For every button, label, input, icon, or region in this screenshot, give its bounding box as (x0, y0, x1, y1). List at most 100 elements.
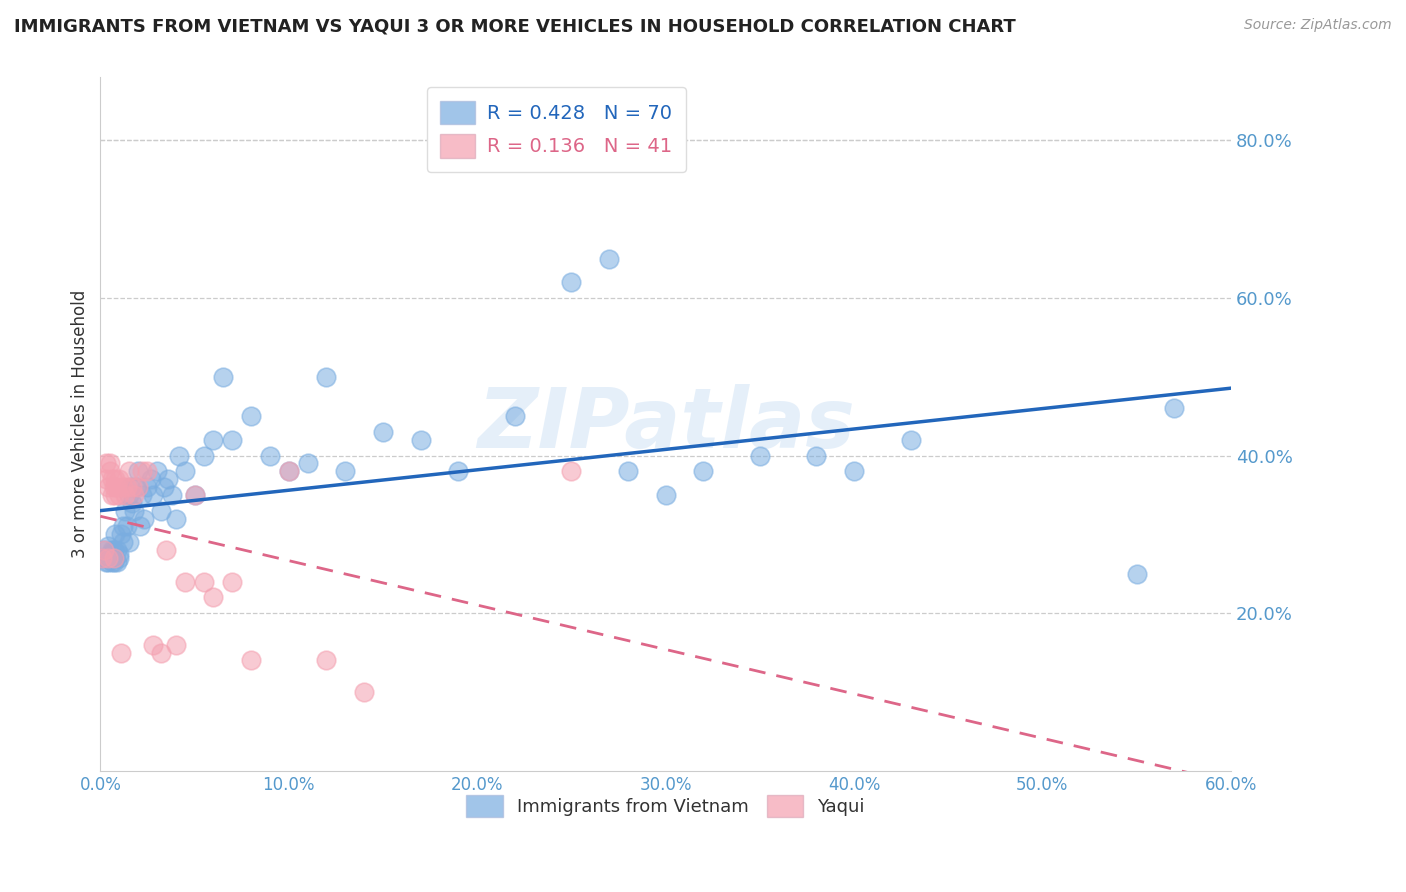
Point (105, 555, 128, 569)
Point (122, 488, 145, 502)
Point (371, 425, 394, 439)
Point (104, 551, 127, 566)
Point (121, 480, 143, 494)
Text: Source: ZipAtlas.com: Source: ZipAtlas.com (1244, 18, 1392, 32)
Point (654, 488, 676, 502)
Text: IMMIGRANTS FROM VIETNAM VS YAQUI 3 OR MORE VEHICLES IN HOUSEHOLD CORRELATION CHA: IMMIGRANTS FROM VIETNAM VS YAQUI 3 OR MO… (14, 18, 1015, 36)
Point (100, 543, 122, 558)
Point (174, 464, 197, 478)
Point (259, 449, 281, 463)
Point (202, 433, 225, 447)
Point (132, 511, 155, 525)
Text: ZIPatlas: ZIPatlas (477, 384, 855, 465)
Point (153, 480, 176, 494)
Point (93, 543, 115, 558)
Point (108, 551, 131, 566)
Point (97, 539, 120, 553)
Point (617, 464, 640, 478)
Point (202, 591, 225, 605)
Point (98, 547, 121, 561)
Point (108, 547, 131, 561)
Point (111, 519, 134, 533)
Point (297, 457, 319, 471)
Point (100, 472, 122, 486)
Point (806, 449, 828, 463)
Point (146, 464, 169, 478)
Point (335, 464, 357, 478)
Point (221, 433, 243, 447)
Point (748, 449, 770, 463)
Point (136, 464, 159, 478)
Point (183, 488, 205, 502)
Point (91, 551, 114, 566)
Point (183, 488, 205, 502)
Point (409, 433, 432, 447)
Point (165, 638, 187, 652)
Point (240, 653, 263, 667)
Point (157, 472, 180, 486)
Point (98, 457, 121, 471)
Point (110, 646, 132, 660)
Point (560, 275, 582, 289)
Point (136, 480, 159, 494)
Point (114, 504, 136, 518)
Point (91, 551, 114, 566)
Point (111, 480, 134, 494)
Point (100, 555, 122, 569)
Point (97, 555, 120, 569)
Point (598, 252, 620, 266)
Point (129, 519, 152, 533)
Point (117, 464, 139, 478)
Point (560, 464, 582, 478)
Point (900, 433, 922, 447)
Point (315, 653, 337, 667)
Point (125, 480, 148, 494)
Point (155, 543, 177, 558)
Point (108, 488, 131, 502)
Point (105, 543, 128, 558)
Point (127, 464, 149, 478)
Point (221, 574, 243, 589)
Point (111, 535, 134, 549)
Point (120, 480, 142, 494)
Point (94, 551, 117, 566)
Point (105, 480, 128, 494)
Point (174, 574, 197, 589)
Point (94, 457, 117, 471)
Point (117, 488, 139, 502)
Point (193, 574, 215, 589)
Point (353, 685, 375, 699)
Point (315, 369, 337, 384)
Point (240, 409, 263, 424)
Point (142, 488, 165, 502)
Point (93, 543, 115, 558)
Point (277, 464, 299, 478)
Point (108, 472, 131, 486)
Point (149, 646, 172, 660)
Point (98, 551, 121, 566)
Point (121, 496, 143, 510)
Point (165, 511, 187, 525)
Point (94, 472, 117, 486)
Point (115, 519, 138, 533)
Point (104, 488, 127, 502)
Y-axis label: 3 or more Vehicles in Household: 3 or more Vehicles in Household (72, 290, 89, 558)
Point (160, 488, 183, 502)
Point (127, 480, 149, 494)
Point (115, 480, 138, 494)
Point (149, 504, 172, 518)
Point (103, 543, 125, 558)
Point (1163, 401, 1185, 416)
Point (117, 535, 139, 549)
Point (122, 504, 145, 518)
Point (97, 551, 120, 566)
Point (104, 527, 127, 541)
Point (103, 480, 125, 494)
Point (114, 488, 136, 502)
Point (211, 369, 233, 384)
Point (98, 464, 121, 478)
Legend: Immigrants from Vietnam, Yaqui: Immigrants from Vietnam, Yaqui (460, 788, 872, 824)
Point (94, 555, 117, 569)
Point (131, 464, 153, 478)
Point (103, 555, 125, 569)
